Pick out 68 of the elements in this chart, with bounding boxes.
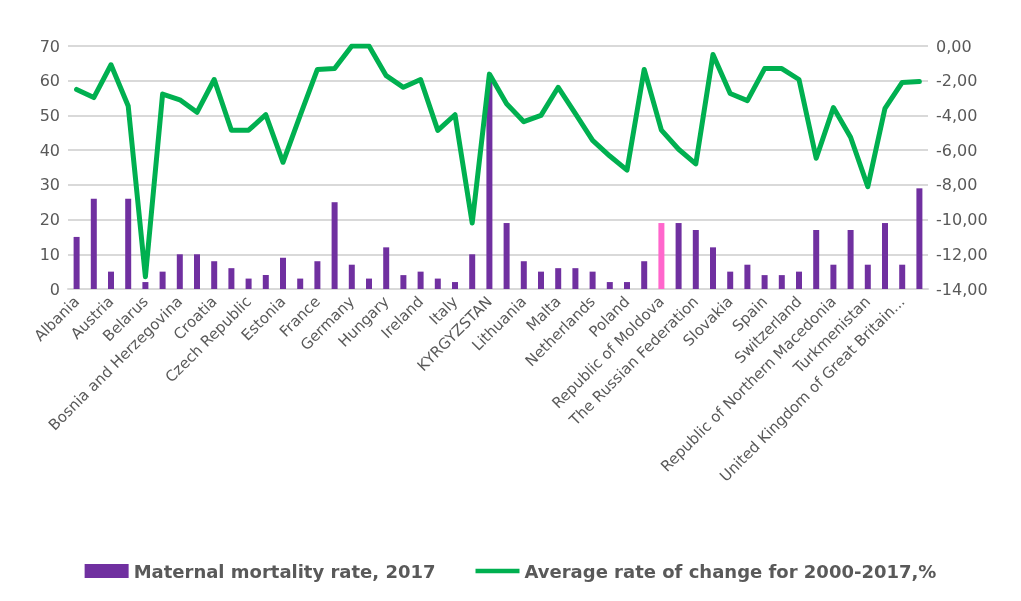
bar xyxy=(194,254,200,289)
bar xyxy=(245,278,252,289)
bar xyxy=(280,257,286,289)
bar xyxy=(572,268,579,289)
y2-tick-label: 0,00 xyxy=(936,36,972,56)
bar xyxy=(90,198,97,289)
bar xyxy=(675,223,682,289)
bar xyxy=(727,271,734,289)
bar xyxy=(692,229,699,289)
y2-tick-label: -14,00 xyxy=(936,279,988,299)
bar xyxy=(211,261,218,289)
bar xyxy=(469,254,476,289)
bar xyxy=(434,278,441,289)
y2-tick-label: -10,00 xyxy=(936,210,988,230)
y-tick-label: 20 xyxy=(39,210,60,230)
bar xyxy=(658,223,665,289)
bar xyxy=(899,264,906,289)
y-tick-label: 70 xyxy=(39,36,60,56)
y2-tick-label: -2,00 xyxy=(936,71,978,91)
legend-label: Average rate of change for 2000-2017,% xyxy=(524,560,937,582)
bar xyxy=(641,261,648,289)
bar xyxy=(830,264,837,289)
bar xyxy=(606,282,613,289)
bar xyxy=(366,278,372,289)
bar xyxy=(297,278,304,289)
y-tick-label: 50 xyxy=(39,105,60,125)
bar xyxy=(73,236,80,289)
bar xyxy=(108,271,114,289)
bar xyxy=(452,282,458,289)
bar xyxy=(796,271,802,289)
bar xyxy=(503,223,510,289)
y-tick-label: 30 xyxy=(39,175,60,195)
bar xyxy=(348,264,355,289)
bar xyxy=(142,282,149,289)
legend-label: Maternal mortality rate, 2017 xyxy=(133,560,436,582)
bar xyxy=(417,271,424,289)
y-tick-label: 10 xyxy=(39,244,60,264)
bar xyxy=(538,271,544,289)
bar xyxy=(228,268,235,289)
y-tick-label: 40 xyxy=(39,140,60,160)
bar xyxy=(159,271,166,289)
bar xyxy=(916,188,923,289)
bar xyxy=(744,264,751,289)
bar xyxy=(864,264,871,289)
bar xyxy=(125,198,132,289)
bar xyxy=(400,275,407,289)
y2-tick-label: -8,00 xyxy=(936,175,978,195)
bar xyxy=(624,282,630,289)
bar xyxy=(314,261,321,289)
bar xyxy=(813,229,820,289)
bar xyxy=(520,261,527,289)
bar xyxy=(847,229,854,289)
bar xyxy=(486,80,493,289)
bar xyxy=(176,254,183,289)
bar xyxy=(710,247,716,289)
bar xyxy=(761,275,768,289)
bar xyxy=(555,268,562,289)
y-tick-label: 0 xyxy=(49,279,60,299)
y2-tick-label: -6,00 xyxy=(936,140,978,160)
bar xyxy=(331,202,338,289)
y2-tick-label: -4,00 xyxy=(936,105,978,125)
bar xyxy=(383,247,390,289)
y-tick-label: 60 xyxy=(39,71,60,91)
bar xyxy=(262,275,269,289)
bar xyxy=(882,223,888,289)
bar xyxy=(589,271,596,289)
y2-tick-label: -12,00 xyxy=(936,244,988,264)
bar xyxy=(778,275,785,289)
